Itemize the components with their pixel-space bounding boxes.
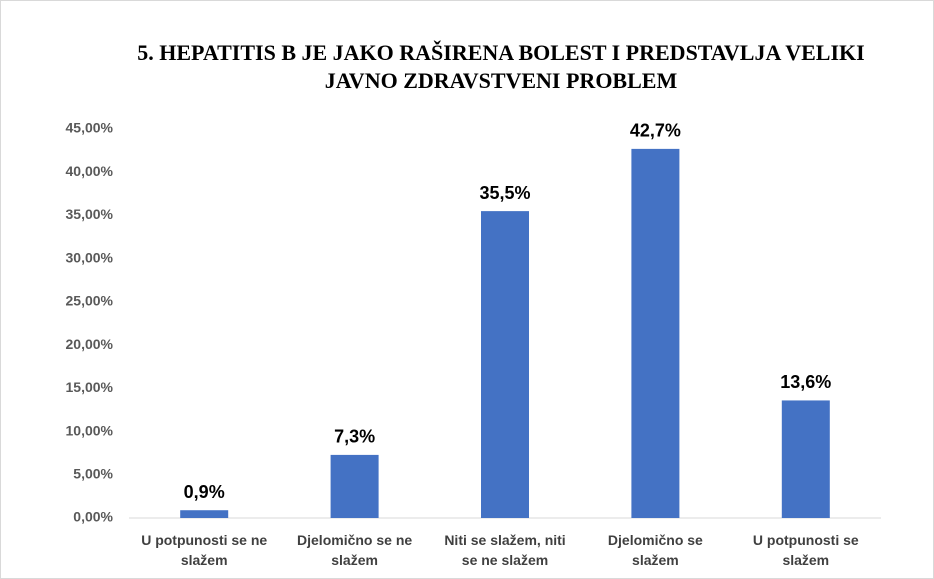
bar (330, 454, 379, 518)
data-label: 42,7% (630, 121, 681, 141)
data-label: 35,5% (479, 183, 530, 203)
bar (631, 148, 680, 519)
y-tick-label: 10,00% (66, 422, 114, 438)
y-tick-label: 45,00% (66, 120, 114, 136)
bar (180, 510, 229, 518)
y-tick-label: 0,00% (73, 509, 113, 525)
x-tick-label: U potpunosti se ne slažem (141, 532, 268, 568)
data-label: 0,9% (184, 482, 225, 502)
y-tick-label: 40,00% (66, 163, 114, 179)
y-tick-label: 15,00% (66, 379, 114, 395)
y-tick-label: 30,00% (66, 249, 114, 265)
bar (481, 211, 529, 518)
y-tick-label: 25,00% (66, 293, 114, 309)
data-label: 7,3% (334, 427, 375, 447)
x-tick-label: Niti se slažem, niti se ne slažem (444, 532, 566, 568)
y-tick-label: 20,00% (66, 336, 114, 352)
chart-title: 5. HEPATITIS B JE JAKO RAŠIRENA BOLEST I… (137, 40, 865, 93)
data-label: 13,6% (780, 372, 831, 392)
y-tick-label: 35,00% (66, 206, 114, 222)
x-tick-label: U potpunosti se slažem (752, 532, 859, 568)
bar (781, 400, 830, 518)
x-tick-label: Djelomično se slažem (607, 532, 703, 568)
y-tick-label: 5,00% (73, 465, 113, 481)
x-tick-label: Djelomično se ne slažem (297, 532, 413, 568)
